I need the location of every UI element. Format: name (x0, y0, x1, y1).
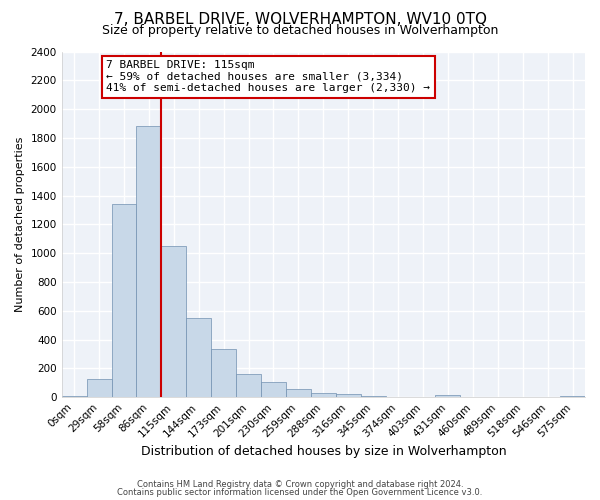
Text: 7 BARBEL DRIVE: 115sqm
← 59% of detached houses are smaller (3,334)
41% of semi-: 7 BARBEL DRIVE: 115sqm ← 59% of detached… (106, 60, 430, 94)
Bar (436, 395, 460, 397)
Text: Contains HM Land Registry data © Crown copyright and database right 2024.: Contains HM Land Registry data © Crown c… (137, 480, 463, 489)
Text: 7, BARBEL DRIVE, WOLVERHAMPTON, WV10 0TQ: 7, BARBEL DRIVE, WOLVERHAMPTON, WV10 0TQ (113, 12, 487, 28)
Bar (112, 204, 136, 397)
Bar (311, 393, 336, 397)
Text: Size of property relative to detached houses in Wolverhampton: Size of property relative to detached ho… (102, 24, 498, 37)
Bar (336, 394, 361, 397)
Bar (236, 374, 261, 397)
Text: Contains public sector information licensed under the Open Government Licence v3: Contains public sector information licen… (118, 488, 482, 497)
X-axis label: Distribution of detached houses by size in Wolverhampton: Distribution of detached houses by size … (140, 444, 506, 458)
Bar (136, 126, 161, 397)
Bar (211, 349, 236, 397)
Bar (62, 396, 86, 397)
Bar (386, 396, 410, 397)
Bar (286, 390, 311, 397)
Y-axis label: Number of detached properties: Number of detached properties (15, 136, 25, 312)
Bar (261, 382, 286, 397)
Bar (86, 379, 112, 397)
Bar (186, 318, 211, 397)
Bar (161, 246, 186, 397)
Bar (560, 396, 585, 397)
Bar (361, 396, 386, 397)
